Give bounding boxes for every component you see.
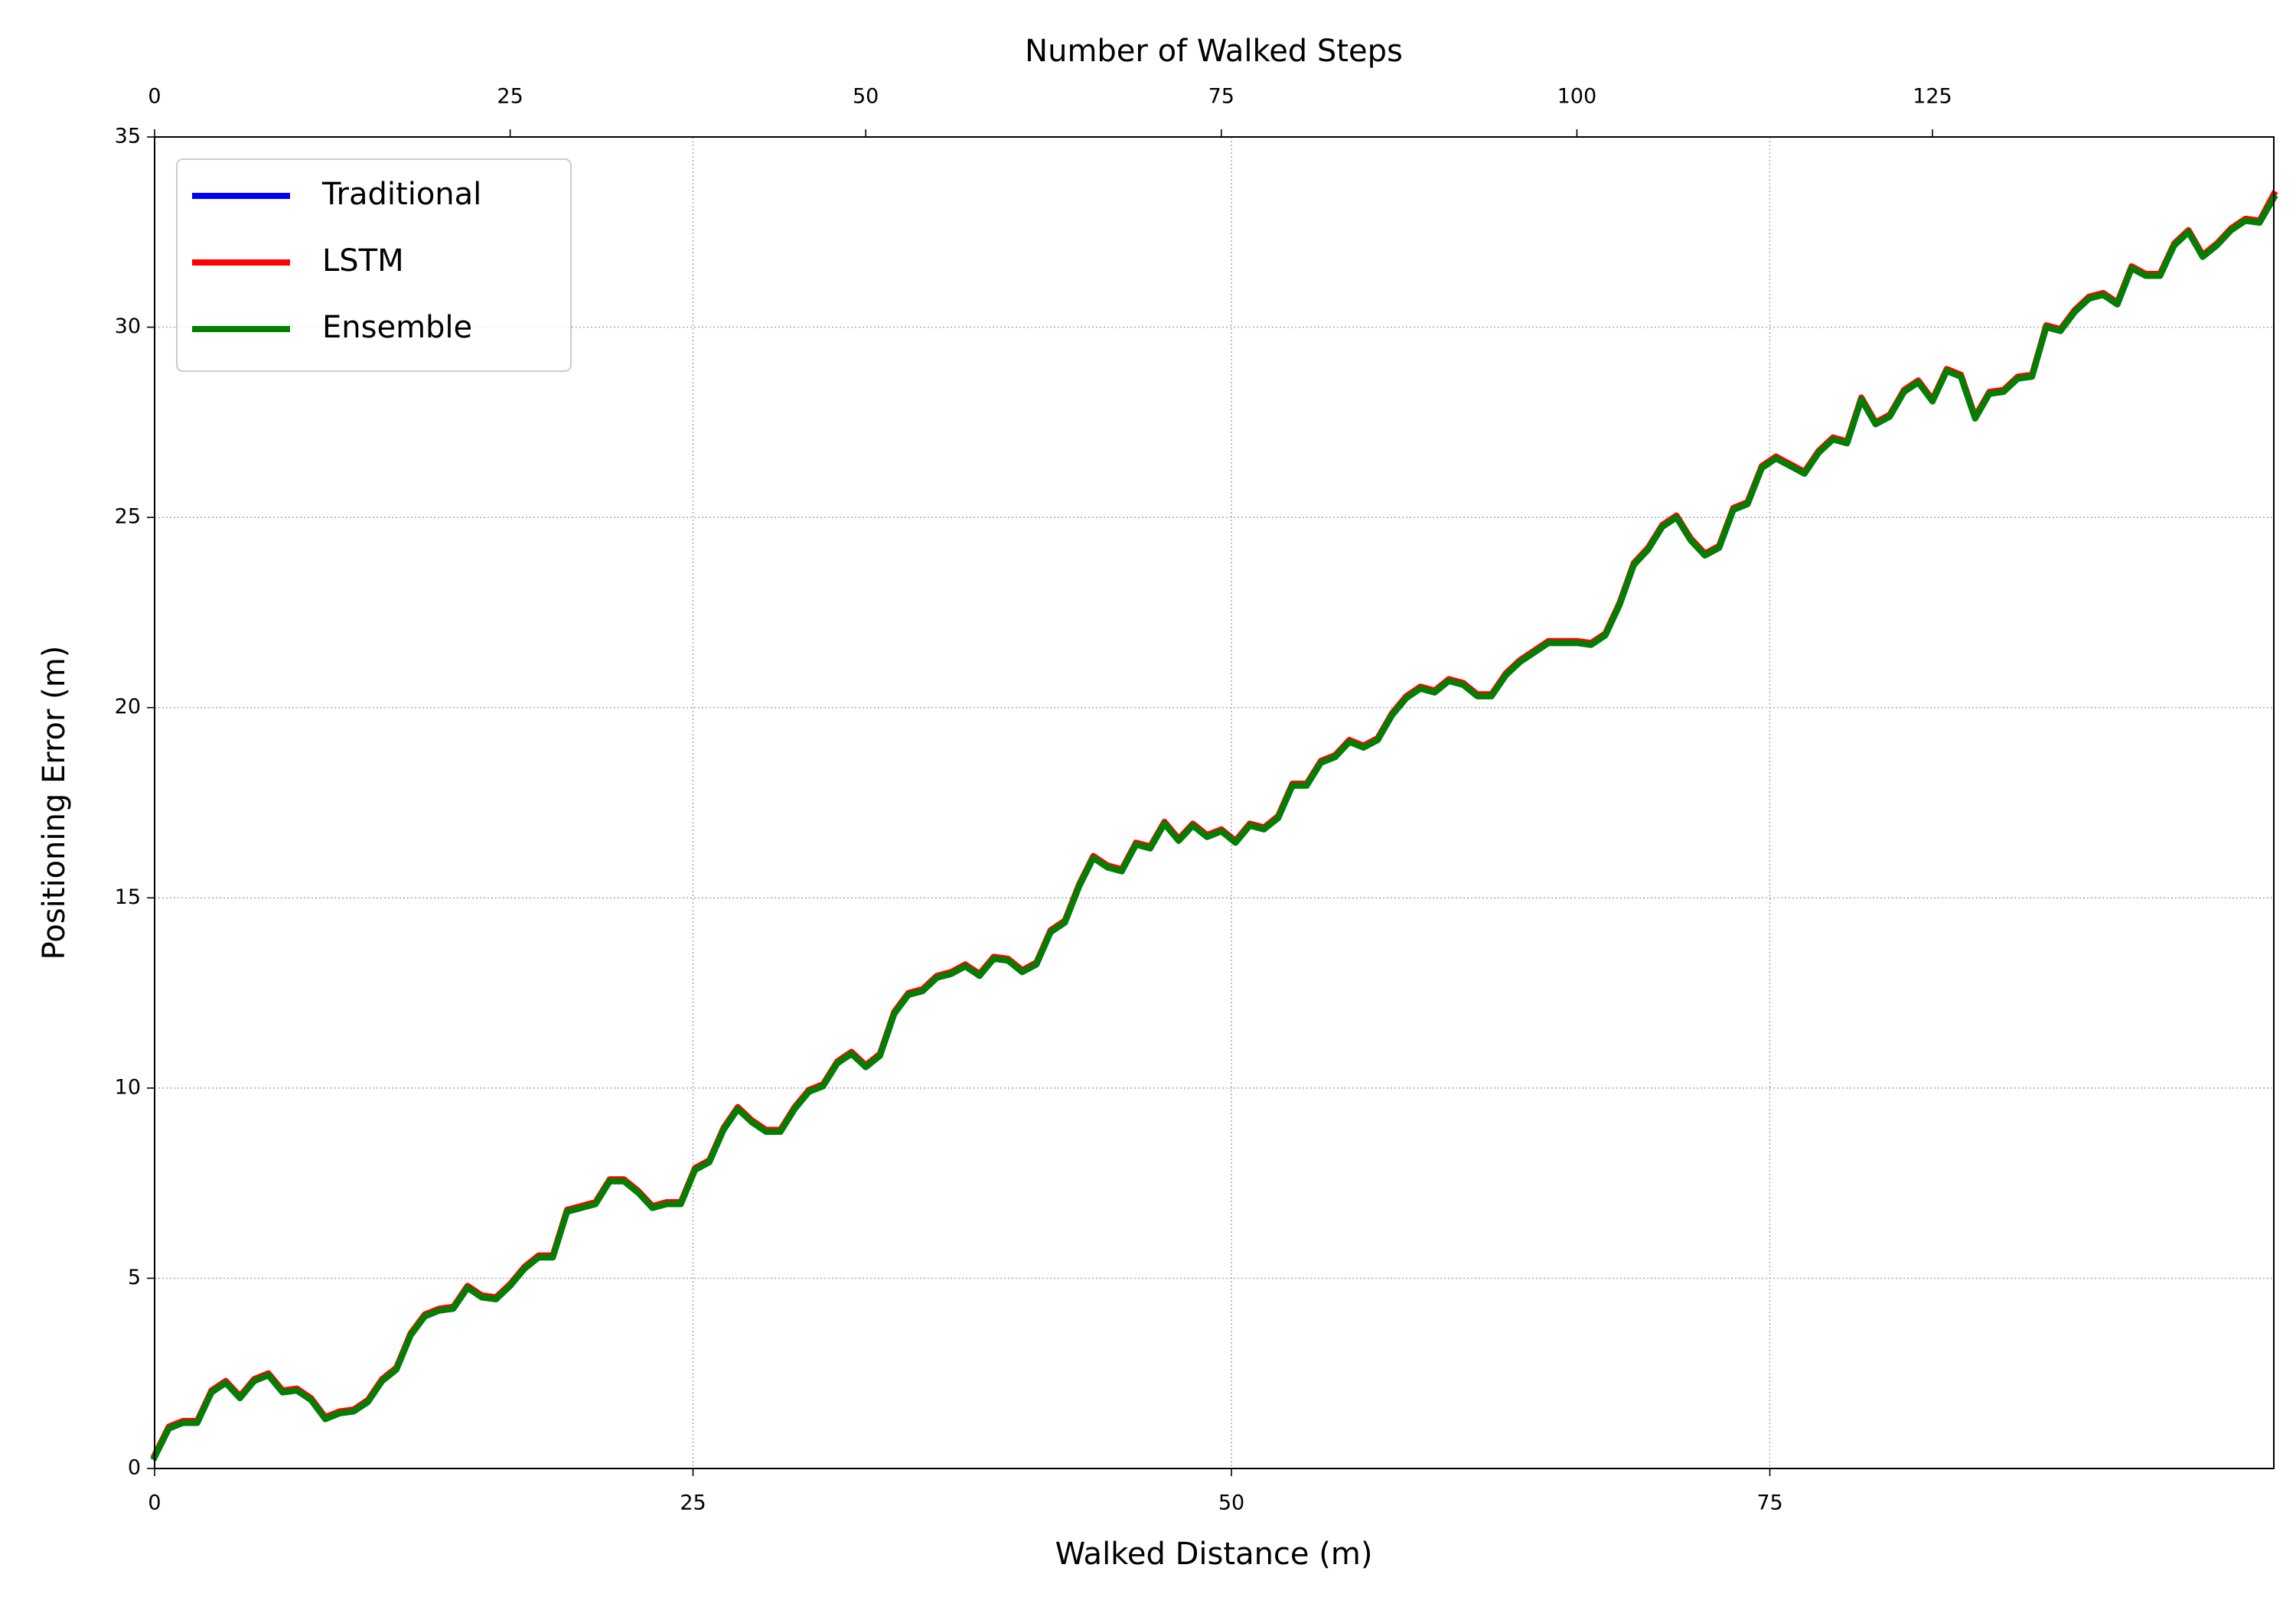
legend-label: LSTM	[322, 243, 404, 279]
legend-label: Traditional	[321, 177, 481, 212]
series-line	[150, 194, 2278, 1462]
top-axis-label: Number of Walked Steps	[1025, 34, 1403, 69]
y-tick-label: 25	[115, 505, 141, 529]
top-x-tick-label: 75	[1208, 85, 1234, 109]
y-tick-label: 0	[128, 1456, 141, 1480]
y-tick-label: 5	[128, 1266, 141, 1289]
top-x-tick-label: 50	[853, 85, 879, 109]
y-axis-label: Positioning Error (m)	[37, 646, 72, 960]
series-line	[150, 190, 2278, 1459]
top-x-tick-label: 100	[1557, 85, 1597, 109]
top-x-tick-label: 125	[1913, 85, 1952, 109]
x-tick-label: 50	[1218, 1491, 1244, 1515]
x-axis-label: Walked Distance (m)	[1055, 1537, 1373, 1572]
x-tick-label: 0	[148, 1491, 161, 1515]
y-tick-label: 10	[115, 1075, 141, 1099]
x-tick-label: 25	[680, 1491, 706, 1515]
x-tick-label: 75	[1756, 1491, 1782, 1515]
legend-label: Ensemble	[322, 310, 472, 345]
legend-box	[176, 158, 572, 372]
series-line	[150, 194, 2278, 1462]
top-x-tick-label: 25	[497, 85, 523, 109]
top-x-tick-label: 0	[148, 85, 161, 109]
plot-frame	[154, 136, 2275, 1469]
y-tick-label: 20	[115, 695, 141, 719]
y-tick-label: 15	[115, 885, 141, 909]
y-tick-label: 30	[115, 315, 141, 338]
y-tick-label: 35	[115, 125, 141, 148]
